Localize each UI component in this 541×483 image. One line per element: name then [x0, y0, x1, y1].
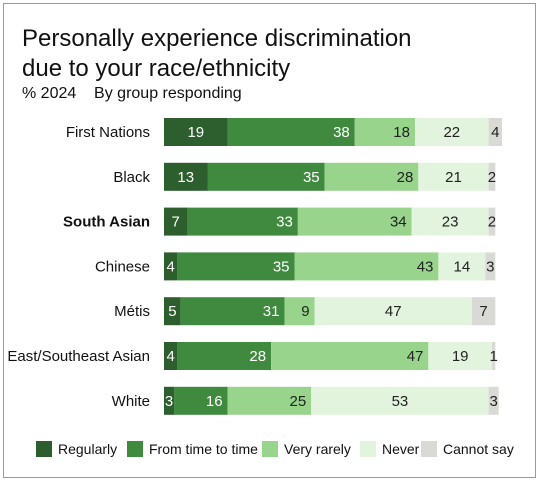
data-label-east-southeast-asian-never: 19 [452, 348, 469, 365]
chart-frame [3, 3, 536, 478]
legend-label-cannot-say: Cannot say [443, 441, 514, 457]
legend-label-regularly: Regularly [58, 441, 117, 457]
data-label-east-southeast-asian-cannot-say: 1 [489, 348, 497, 365]
bar-black-from-time-to-time [207, 162, 325, 191]
bar-first-nations-never [414, 118, 489, 146]
bar-metis-regularly [164, 297, 181, 326]
data-label-black-regularly: 13 [177, 169, 194, 186]
bar-east-southeast-asian-regularly [164, 342, 178, 370]
data-label-south-asian-cannot-say: 2 [488, 214, 496, 231]
bar-black-never [418, 162, 489, 191]
bar-chinese-regularly [164, 252, 178, 281]
data-label-south-asian-very-rarely: 34 [390, 214, 407, 231]
bar-metis-from-time-to-time [180, 297, 285, 326]
bar-east-southeast-asian-very-rarely [271, 342, 429, 370]
bar-south-asian-from-time-to-time [187, 207, 298, 236]
subtitle-group: By group responding [94, 85, 242, 102]
category-label-chinese: Chinese [95, 258, 150, 275]
legend-label-very-rarely: Very rarely [284, 441, 351, 457]
data-label-south-asian-from-time-to-time: 33 [276, 214, 293, 231]
bar-south-asian-regularly [164, 207, 188, 236]
bar-south-asian-cannot-say [488, 207, 496, 236]
legend: Regularly From time to time Very rarely Nev… [36, 441, 514, 457]
bar-east-southeast-asian-cannot-say [491, 342, 496, 370]
data-label-east-southeast-asian-from-time-to-time: 28 [249, 348, 266, 365]
data-label-black-never: 21 [445, 169, 462, 186]
bar-first-nations-from-time-to-time [227, 118, 355, 146]
subtitle-measure: % 2024 [22, 85, 77, 102]
bar-first-nations-very-rarely [354, 118, 415, 146]
category-label-metis: Métis [114, 303, 150, 320]
data-label-black-from-time-to-time: 35 [303, 169, 320, 186]
data-label-chinese-cannot-say: 3 [486, 258, 494, 275]
data-label-east-southeast-asian-regularly: 4 [167, 348, 175, 365]
category-label-first-nations: First Nations [66, 124, 150, 141]
bar-chinese-cannot-say [485, 252, 496, 281]
chart-subtitle: % 2024 By group responding [22, 85, 242, 103]
category-label-south-asian: South Asian [63, 214, 150, 231]
bar-black-very-rarely [324, 162, 419, 191]
data-label-first-nations-very-rarely: 18 [393, 124, 410, 141]
bar-white-very-rarely [227, 386, 312, 415]
bar-white-from-time-to-time [174, 386, 228, 415]
bar-metis-never [314, 297, 472, 326]
data-label-metis-regularly: 5 [168, 303, 176, 320]
bar-black-cannot-say [488, 162, 496, 191]
chart-title: Personally experience discrimination due… [22, 25, 412, 82]
data-label-first-nations-cannot-say: 4 [491, 124, 499, 141]
bar-east-southeast-asian-from-time-to-time [177, 342, 272, 370]
legend-label-from-time-to-time: From time to time [149, 441, 258, 457]
bar-white-cannot-say [488, 386, 499, 415]
bar-white-never [311, 386, 489, 415]
category-label-white: White [112, 393, 150, 410]
bar-chinese-from-time-to-time [177, 252, 295, 281]
bar-chinese-very-rarely [294, 252, 439, 281]
data-label-first-nations-never: 22 [443, 124, 460, 141]
legend-swatch-regularly [36, 441, 52, 457]
data-label-metis-very-rarely: 9 [301, 303, 309, 320]
legend-swatch-cannot-say [421, 441, 437, 457]
data-label-south-asian-never: 23 [442, 214, 459, 231]
legend-swatch-never [360, 441, 376, 457]
bar-south-asian-very-rarely [297, 207, 412, 236]
data-label-white-from-time-to-time: 16 [206, 393, 223, 410]
data-label-first-nations-from-time-to-time: 38 [333, 124, 350, 141]
data-label-first-nations-regularly: 19 [187, 124, 204, 141]
data-label-white-never: 53 [392, 393, 409, 410]
data-label-white-regularly: 3 [165, 393, 173, 410]
data-label-metis-from-time-to-time: 31 [263, 303, 280, 320]
legend-swatch-from-time-to-time [127, 441, 143, 457]
bar-first-nations-regularly [164, 118, 228, 146]
bar-metis-cannot-say [471, 297, 496, 326]
legend-swatch-very-rarely [262, 441, 278, 457]
data-label-black-very-rarely: 28 [397, 169, 414, 186]
data-label-east-southeast-asian-very-rarely: 47 [407, 348, 424, 365]
data-label-metis-cannot-say: 7 [479, 303, 487, 320]
data-label-chinese-regularly: 4 [167, 258, 175, 275]
data-label-chinese-very-rarely: 43 [417, 258, 434, 275]
data-label-white-cannot-say: 3 [489, 393, 497, 410]
data-label-white-very-rarely: 25 [290, 393, 307, 410]
data-label-chinese-from-time-to-time: 35 [273, 258, 290, 275]
bar-white-regularly [164, 386, 175, 415]
data-label-metis-never: 47 [385, 303, 402, 320]
bar-chinese-never [438, 252, 486, 281]
category-label-east-southeast-asian: East/Southeast Asian [7, 348, 150, 365]
data-label-south-asian-regularly: 7 [172, 214, 180, 231]
bar-east-southeast-asian-never [428, 342, 492, 370]
bar-first-nations-cannot-say [488, 118, 502, 146]
category-label-black: Black [113, 169, 150, 186]
bar-black-regularly [164, 162, 208, 191]
data-label-black-cannot-say: 2 [488, 169, 496, 186]
bar-metis-very-rarely [284, 297, 315, 326]
legend-label-never: Never [382, 441, 420, 457]
bar-south-asian-never [411, 207, 489, 236]
data-label-chinese-never: 14 [453, 258, 470, 275]
